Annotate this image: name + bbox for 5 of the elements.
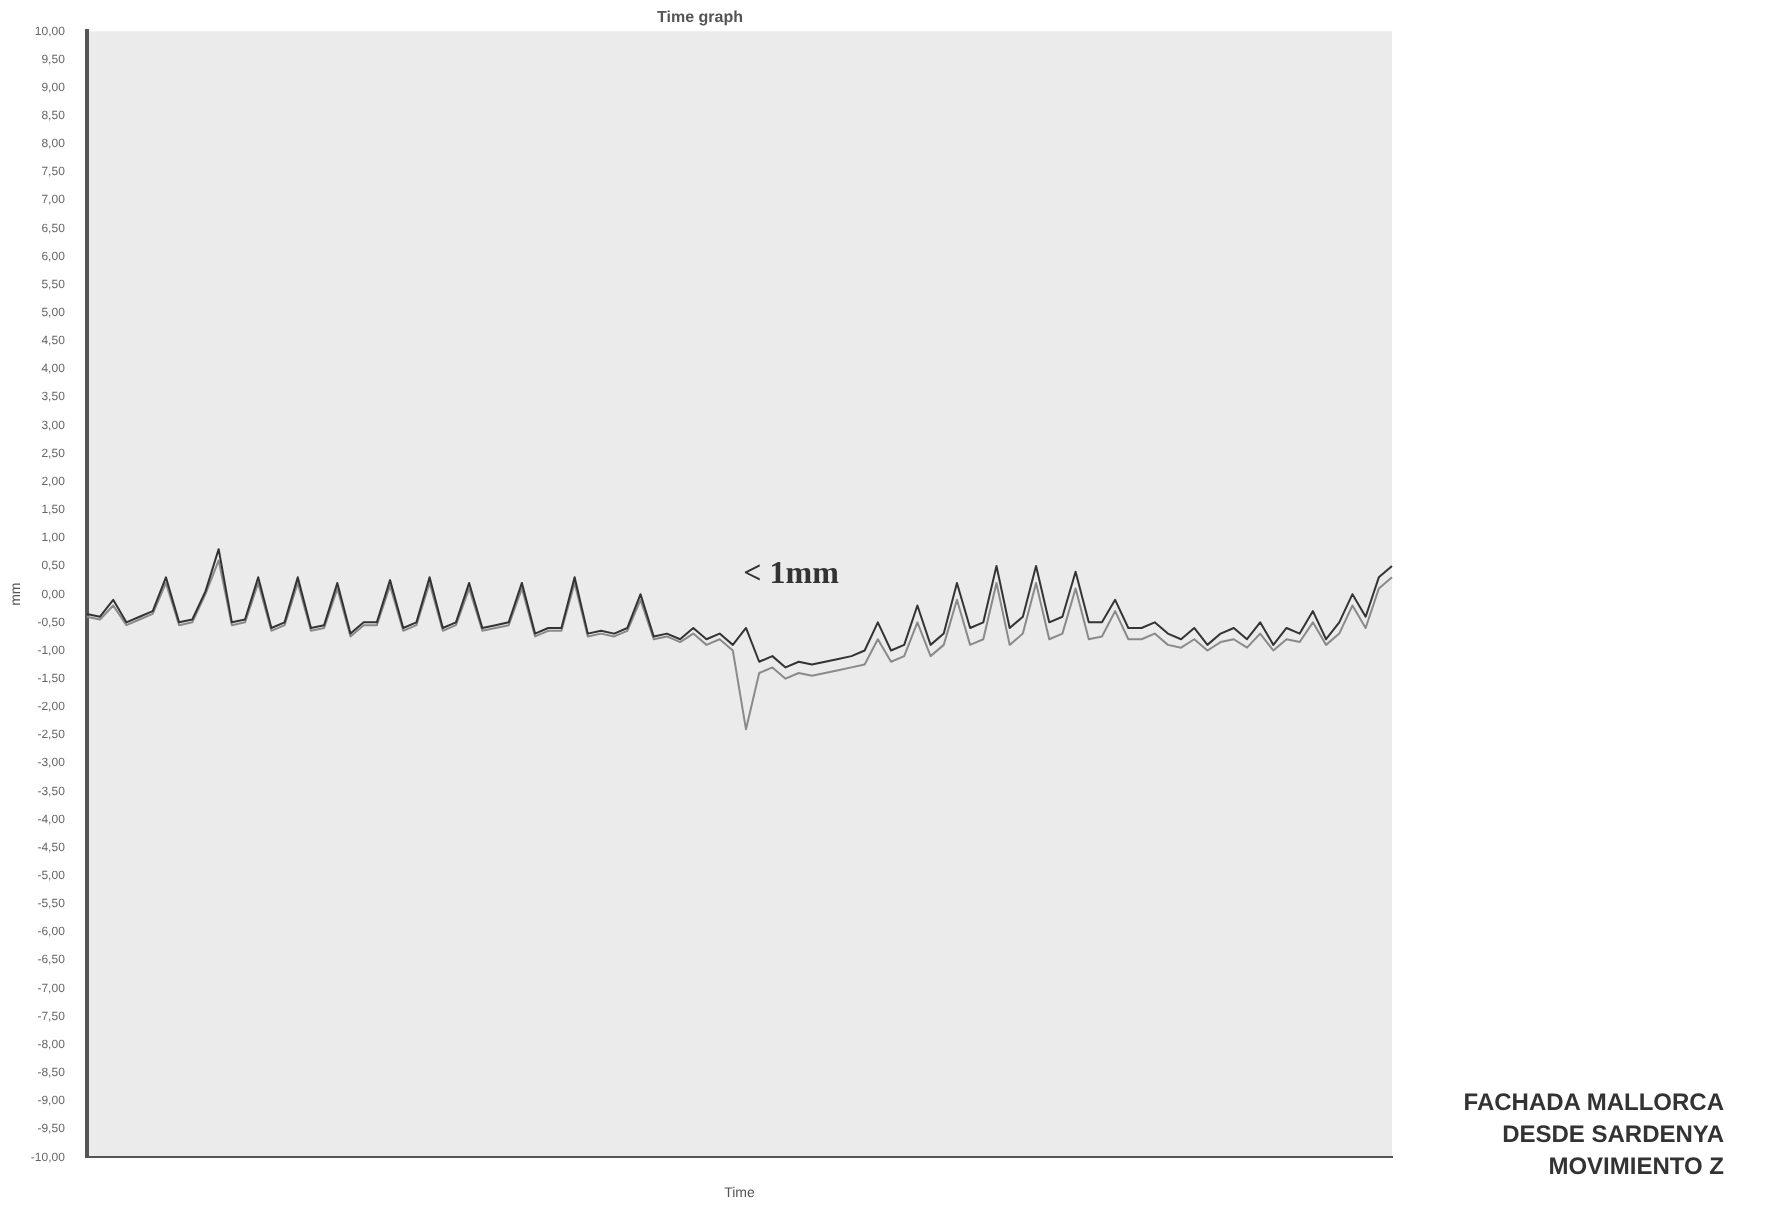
text: MOVIMIENTO Z [1548,1152,1724,1180]
chart-title: Time graph [657,8,744,27]
text: FACHADA MALLORCA [1463,1088,1725,1116]
annotation: < 1mm [743,556,841,591]
text: DESDE SARDENYA [1502,1120,1725,1148]
